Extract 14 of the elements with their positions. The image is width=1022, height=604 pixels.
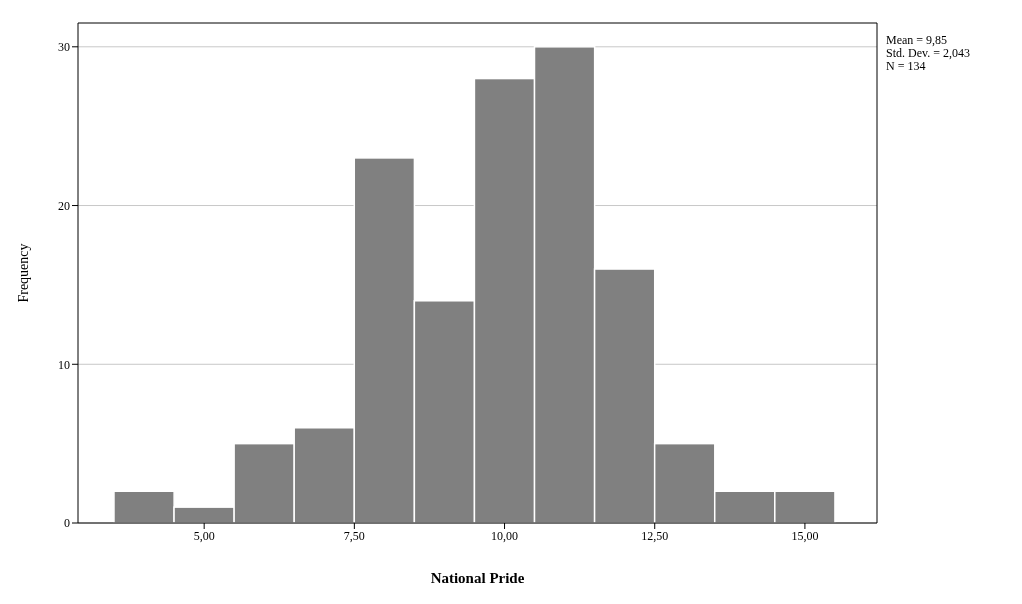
x-tick-label: 15,00 (791, 528, 819, 543)
x-axis-title: National Pride (430, 570, 525, 586)
y-tick-label: 10 (58, 357, 70, 372)
x-tick-label: 5,00 (193, 528, 215, 543)
text: N = 134 (886, 59, 927, 73)
y-tick-label: 20 (58, 198, 70, 213)
text: Mean = 9,85 (886, 33, 949, 47)
x-tick-label: 10,00 (491, 528, 519, 543)
y-tick-label: 30 (58, 40, 70, 55)
y-tick-label: 0 (64, 516, 70, 531)
y-axis-title: Frequency (15, 243, 31, 303)
x-tick-label: 7,50 (343, 528, 365, 543)
x-tick-label: 12,50 (641, 528, 669, 543)
text: Std. Dev. = 2,043 (886, 46, 970, 60)
